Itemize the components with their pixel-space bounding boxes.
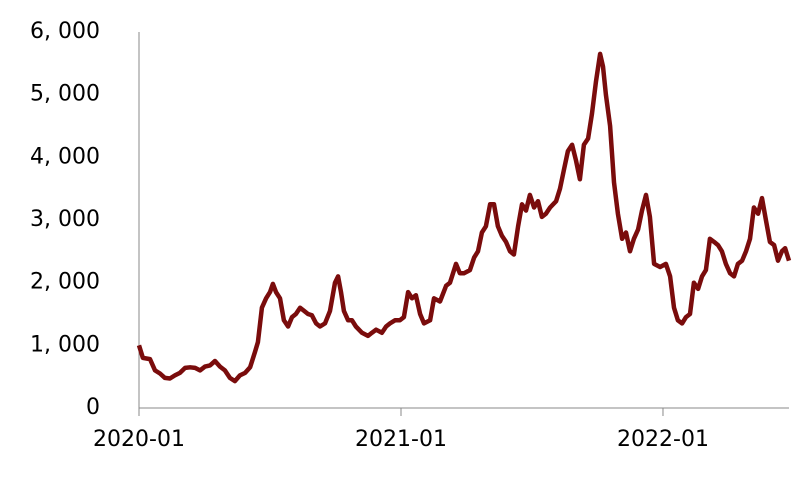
y-tick-label: 6, 000 xyxy=(30,19,100,44)
x-tick-label: 2022-01 xyxy=(617,427,709,452)
y-tick-label: 1, 000 xyxy=(30,332,100,357)
y-tick-label: 0 xyxy=(86,395,100,420)
y-tick-label: 5, 000 xyxy=(30,82,100,107)
x-tick-label: 2020-01 xyxy=(93,427,185,452)
data-line xyxy=(136,51,792,384)
y-tick-label: 4, 000 xyxy=(30,144,100,169)
y-tick-label: 2, 000 xyxy=(30,270,100,295)
y-tick-label: 3, 000 xyxy=(30,207,100,232)
x-tick-label: 2021-01 xyxy=(355,427,447,452)
